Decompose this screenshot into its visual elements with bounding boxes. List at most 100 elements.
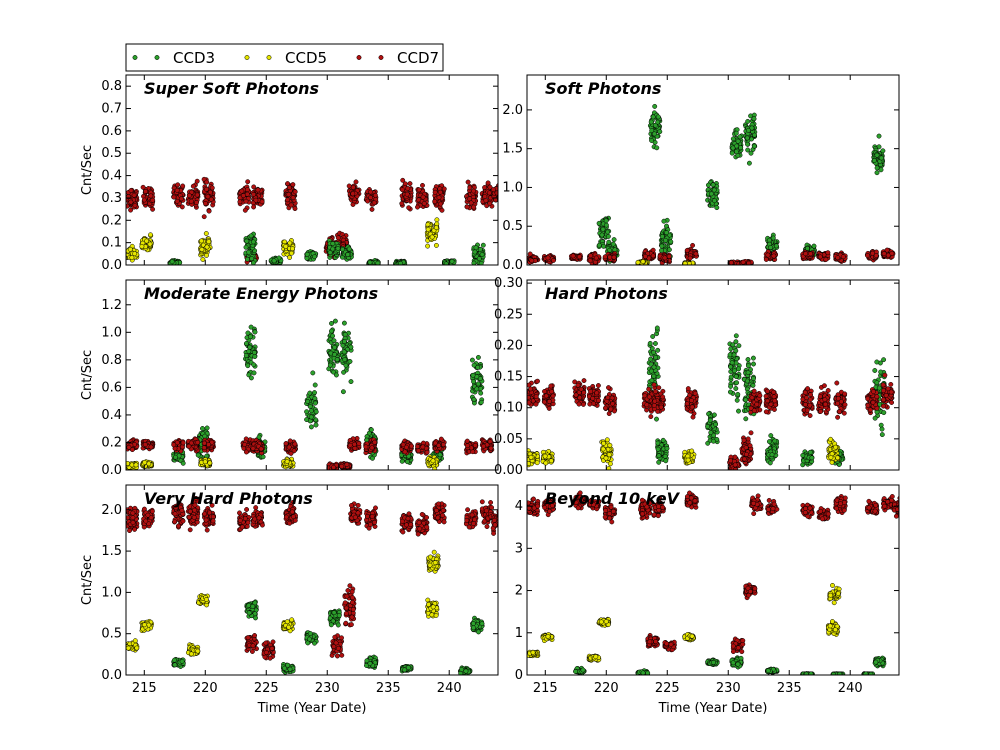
point-ccd3 (649, 138, 655, 143)
points (126, 318, 495, 470)
point-ccd3 (611, 237, 617, 243)
point-ccd5 (635, 259, 641, 265)
point-ccd7 (587, 258, 593, 264)
point-ccd3 (304, 255, 310, 261)
point-ccd5 (206, 239, 212, 245)
point-ccd5 (283, 243, 289, 249)
point-ccd7 (650, 247, 656, 253)
point-ccd7 (500, 200, 504, 204)
point-ccd3 (308, 424, 314, 430)
point-ccd3 (735, 138, 741, 144)
point-ccd5 (434, 217, 440, 223)
point-ccd3 (654, 145, 660, 151)
point-ccd5 (682, 261, 688, 265)
point-ccd7 (803, 251, 809, 257)
point-ccd3 (368, 427, 374, 433)
point-ccd7 (372, 192, 378, 198)
plot-area (126, 75, 498, 265)
point-ccd3 (471, 397, 477, 402)
point-ccd7 (132, 203, 138, 208)
point-ccd3 (874, 152, 880, 158)
point-ccd7 (251, 191, 257, 197)
y-tick-label: 0.6 (101, 124, 122, 139)
point-ccd3 (659, 243, 665, 249)
point-ccd7 (290, 182, 296, 188)
point-ccd7 (436, 195, 442, 200)
point-ccd7 (194, 200, 199, 205)
point-ccd7 (464, 204, 470, 210)
point-ccd3 (341, 349, 347, 355)
point-ccd7 (432, 440, 438, 446)
point-ccd7 (188, 198, 194, 204)
point-ccd3 (768, 245, 774, 250)
point-ccd7 (128, 207, 134, 213)
point-ccd3 (304, 409, 310, 415)
point-ccd7 (438, 436, 444, 442)
point-ccd3 (247, 344, 253, 350)
point-ccd3 (200, 426, 205, 431)
point-ccd3 (606, 239, 612, 245)
point-ccd7 (245, 179, 251, 185)
point-ccd5 (203, 231, 209, 236)
point-ccd7 (551, 257, 556, 263)
point-ccd7 (286, 185, 292, 191)
point-ccd7 (140, 184, 146, 190)
point-ccd5 (429, 234, 435, 240)
point-ccd7 (350, 191, 356, 197)
point-ccd5 (433, 242, 439, 248)
point-ccd3 (243, 353, 249, 359)
point-ccd3 (751, 116, 757, 122)
point-ccd3 (248, 233, 254, 239)
point-ccd7 (194, 192, 200, 198)
point-ccd7 (240, 193, 246, 199)
point-ccd7 (203, 200, 208, 206)
point-ccd7 (873, 253, 879, 259)
point-ccd7 (499, 200, 503, 204)
point-ccd3 (249, 256, 255, 262)
point-ccd7 (527, 251, 533, 257)
point-ccd7 (471, 204, 477, 210)
point-ccd3 (304, 251, 310, 257)
point-ccd7 (292, 189, 298, 195)
point-ccd3 (666, 247, 672, 253)
point-ccd5 (289, 250, 294, 256)
point-ccd3 (331, 369, 336, 375)
point-ccd3 (329, 328, 334, 334)
point-ccd7 (494, 190, 498, 196)
y-tick-label: 0.0 (101, 258, 122, 273)
point-ccd7 (189, 189, 195, 195)
point-ccd7 (205, 194, 211, 200)
point-ccd7 (141, 197, 147, 203)
point-ccd5 (204, 252, 209, 258)
point-ccd7 (483, 198, 489, 203)
point-ccd7 (490, 187, 496, 193)
point-ccd3 (313, 409, 319, 415)
point-ccd3 (247, 334, 253, 340)
point-ccd7 (471, 188, 476, 194)
point-ccd7 (179, 444, 185, 450)
point-ccd3 (330, 246, 336, 252)
point-ccd3 (603, 218, 609, 224)
point-ccd3 (312, 254, 318, 260)
point-ccd7 (592, 259, 598, 265)
point-ccd3 (657, 129, 663, 135)
point-ccd7 (285, 181, 291, 187)
point-ccd7 (353, 179, 359, 185)
point-ccd7 (740, 259, 746, 265)
point-ccd3 (655, 114, 661, 120)
point-ccd3 (246, 348, 252, 354)
point-ccd3 (340, 389, 346, 395)
point-ccd7 (746, 260, 752, 265)
point-ccd3 (469, 357, 475, 363)
point-ccd3 (714, 205, 720, 211)
point-ccd3 (475, 381, 481, 387)
point-ccd3 (746, 127, 751, 133)
point-ccd7 (190, 183, 196, 189)
point-ccd3 (331, 338, 337, 344)
point-ccd3 (335, 245, 341, 251)
point-ccd7 (865, 252, 870, 258)
point-ccd7 (650, 253, 656, 259)
point-ccd7 (481, 443, 487, 449)
point-ccd7 (500, 198, 504, 202)
